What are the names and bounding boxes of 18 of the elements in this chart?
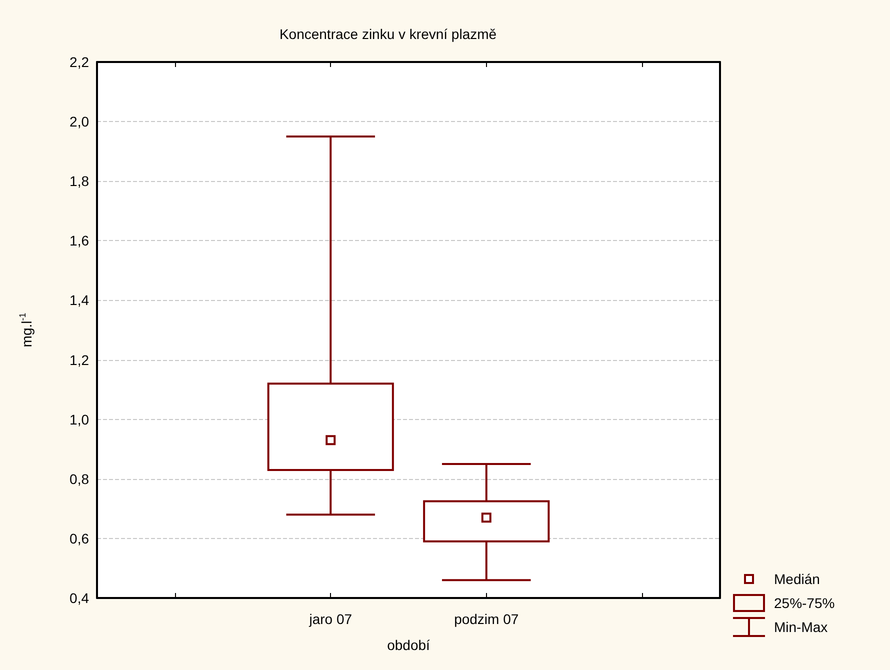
chart-title: Koncentrace zinku v krevní plazmě [279, 26, 497, 42]
y-tick-label: 1,0 [70, 411, 90, 428]
text: Min-Max [774, 619, 828, 635]
y-tick-label: 2,2 [70, 54, 90, 70]
y-axis-title: mg.l-1 [18, 312, 34, 348]
x-axis-title: období [387, 637, 430, 653]
x-tick-label: jaro 07 [308, 611, 352, 627]
y-tick-label: 1,2 [70, 352, 90, 368]
y-tick-label: 0,4 [70, 590, 90, 606]
y-tick-label: 1,4 [70, 292, 90, 308]
y-tick-label: 2,0 [70, 114, 90, 130]
text: 25%-75% [774, 595, 835, 611]
y-tick-label: 0,6 [70, 530, 90, 546]
y-tick-label: 1,8 [70, 173, 90, 190]
y-tick-label: 0,8 [70, 470, 90, 487]
x-tick-label: podzim 07 [454, 611, 519, 627]
text: Medián [774, 571, 820, 587]
y-tick-label: 1,6 [70, 232, 90, 249]
